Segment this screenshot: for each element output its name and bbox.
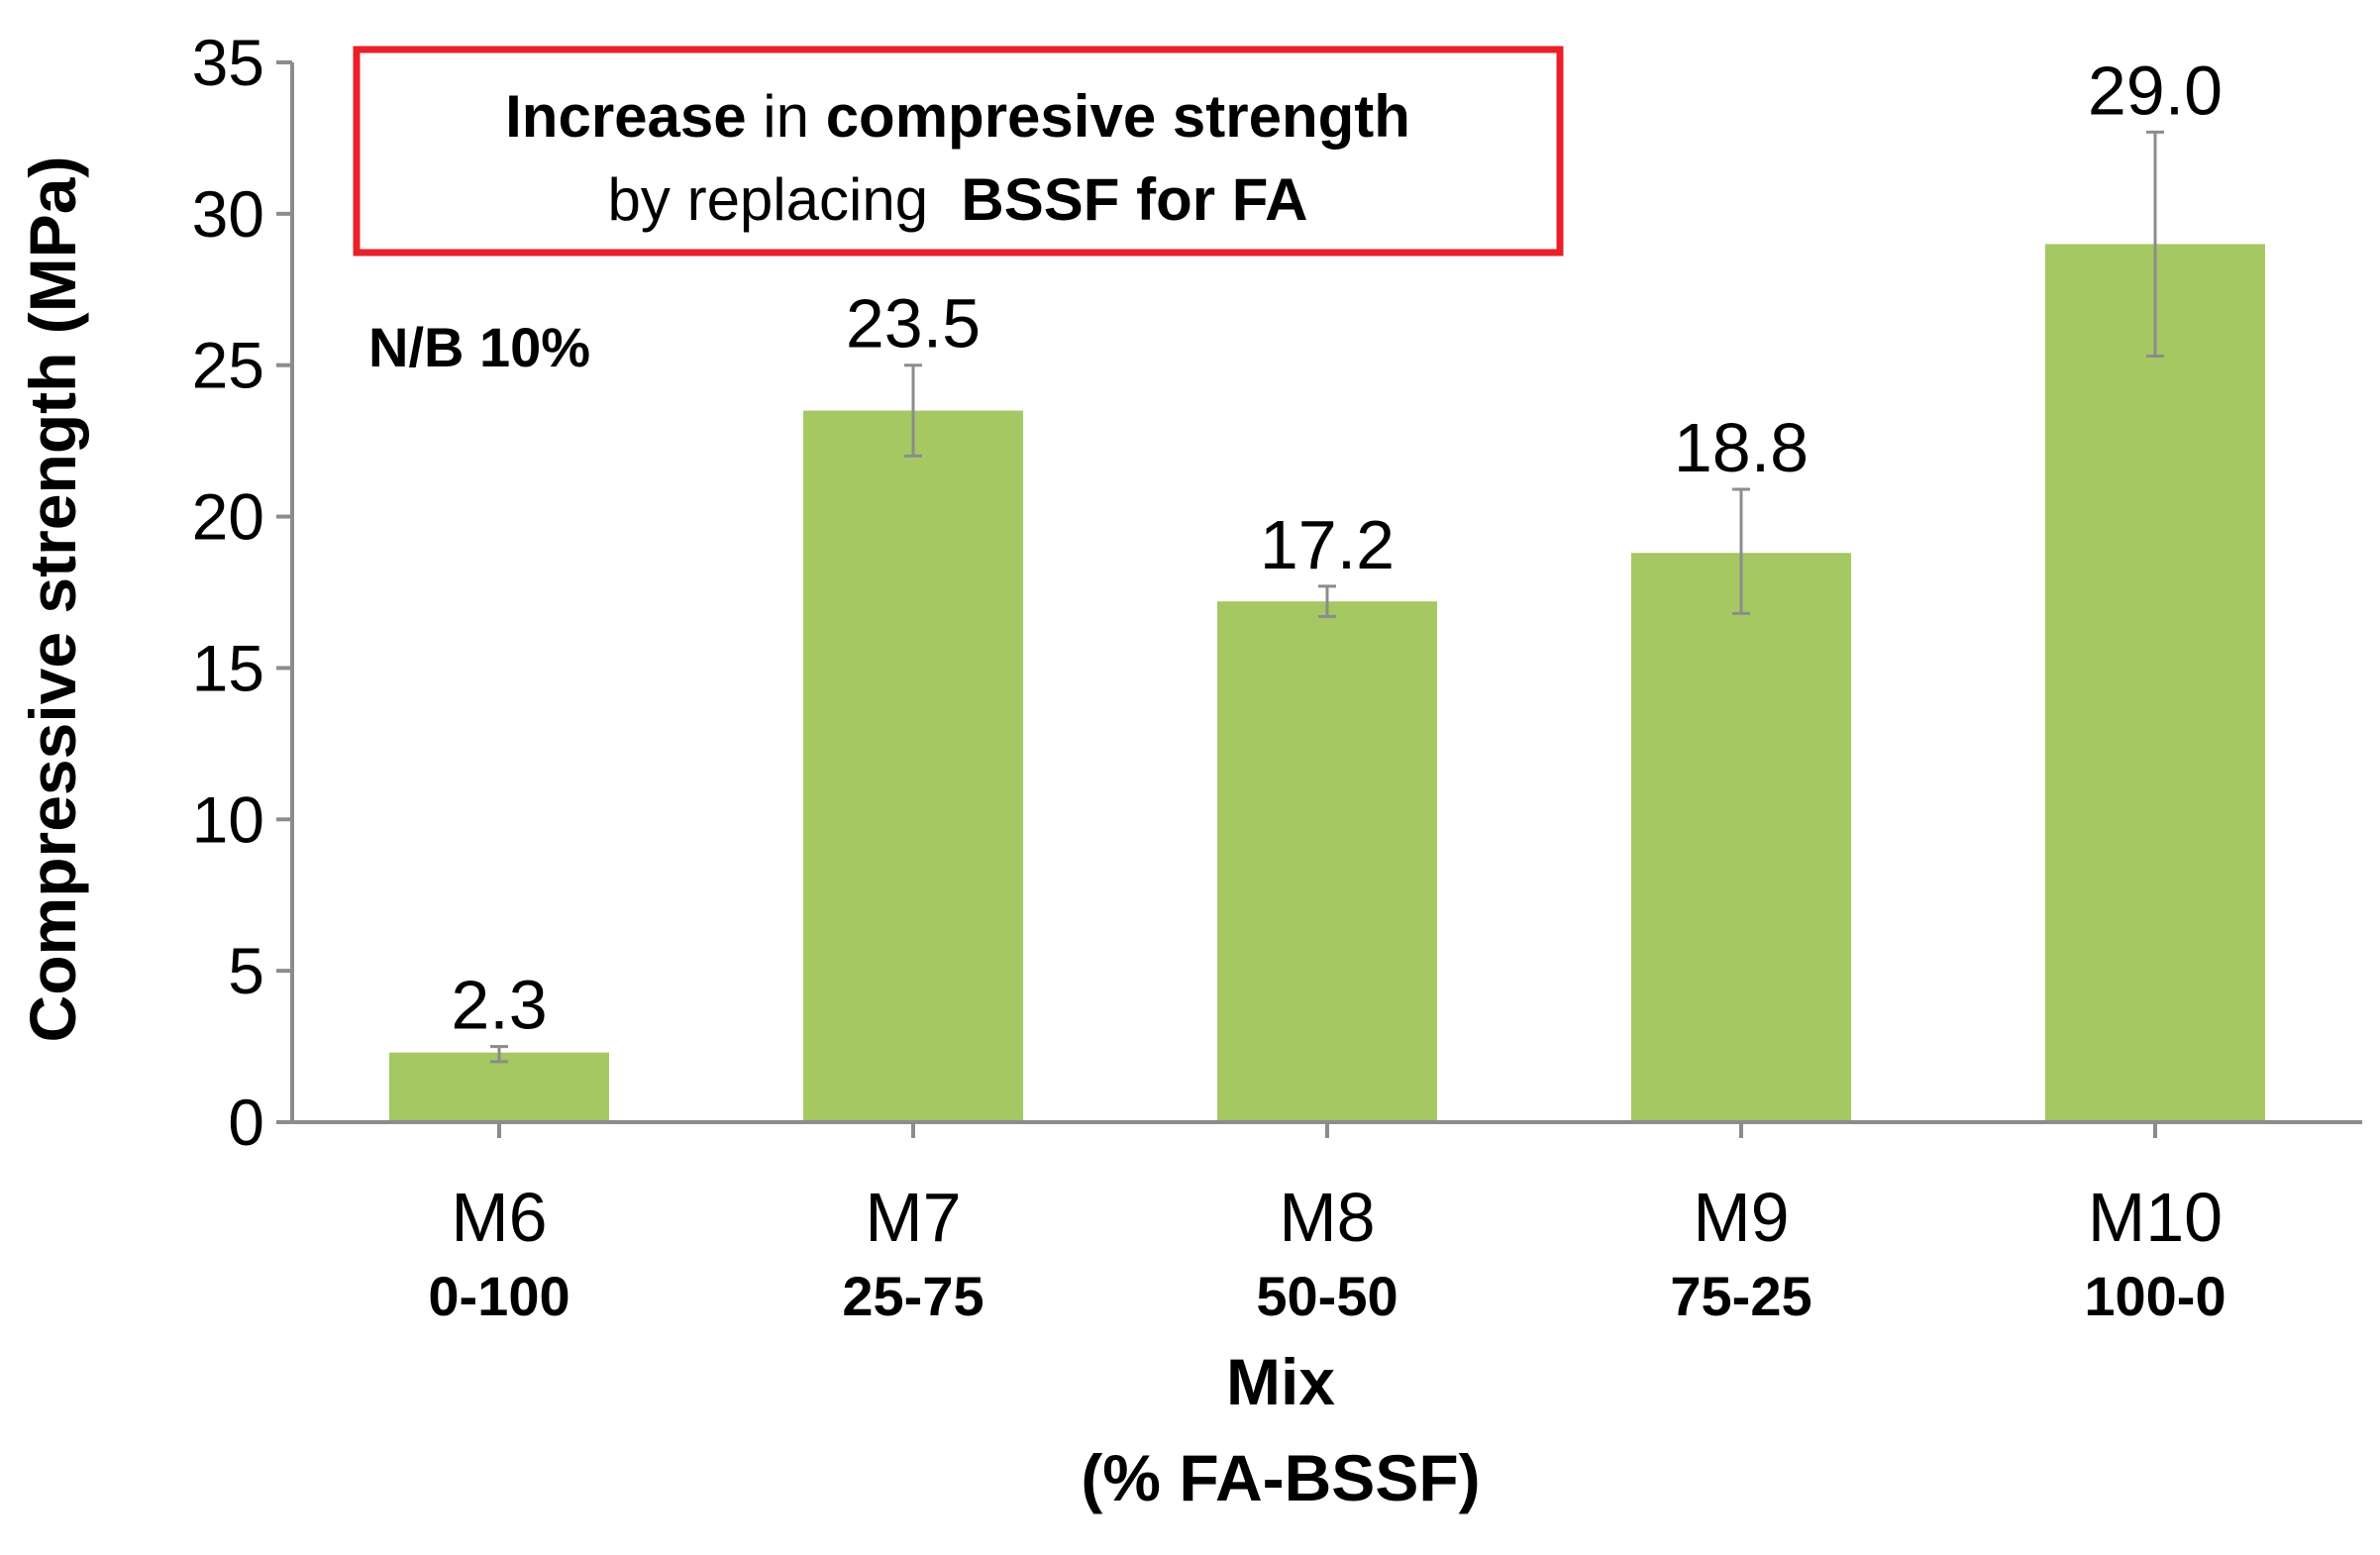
bar-value-label: 2.3 [451, 967, 547, 1044]
y-axis: 0 5 10 15 20 25 30 35 [192, 26, 294, 1159]
y-tick-label: 25 [192, 329, 264, 402]
annotation-segment: Increase [505, 83, 747, 150]
error-bars [490, 130, 2164, 1064]
y-tick-label: 35 [192, 26, 264, 99]
x-tick-sublabel: 0-100 [428, 1265, 569, 1327]
nb-note: N/B 10% [368, 316, 590, 378]
x-tick-label: M8 [1279, 1179, 1375, 1256]
annotation-segment: by replacing [608, 166, 962, 233]
x-axis-title-line2: (% FA-BSSF) [1081, 1441, 1480, 1514]
bar-value-label: 23.5 [846, 285, 981, 363]
bar-value-label: 17.2 [1260, 506, 1395, 583]
x-tick-sublabel: 100-0 [2084, 1265, 2225, 1327]
y-tick-label: 20 [192, 480, 264, 554]
x-tick-sublabel: 75-25 [1670, 1265, 1811, 1327]
bar-m6 [389, 1052, 609, 1122]
x-tick-sublabel: 25-75 [842, 1265, 983, 1327]
bar-m10 [2045, 244, 2265, 1122]
x-tick-sublabel: 50-50 [1256, 1265, 1397, 1327]
y-tick-label: 0 [228, 1086, 264, 1159]
annotation-segment: in [747, 83, 826, 150]
x-tick-label: M7 [865, 1179, 961, 1256]
annotation-line1: Increase in compresive strength [505, 83, 1410, 150]
x-axis-title-line1: Mix [1226, 1345, 1335, 1418]
x-tick-label: M6 [451, 1179, 547, 1256]
bar-value-label: 18.8 [1674, 409, 1809, 486]
annotation-box [353, 46, 1564, 257]
bar-value-labels: 2.3 23.5 17.2 18.8 29.0 [451, 52, 2223, 1043]
y-axis-title: Compressive strength (MPa) [16, 156, 89, 1043]
y-tick-label: 5 [228, 934, 264, 1007]
x-tick-label: M10 [2088, 1179, 2223, 1256]
bar-m7 [803, 410, 1023, 1123]
annotation-segment: BSSF for FA [961, 166, 1307, 233]
bars [389, 244, 2265, 1123]
x-axis: M6 0-100 M7 25-75 M8 50-50 M9 75-25 M10 100-0 [292, 1120, 2362, 1327]
bar-value-label: 29.0 [2088, 52, 2223, 129]
bar-m8 [1217, 601, 1437, 1122]
annotation-line2: by replacing BSSF for FA [608, 166, 1308, 233]
y-tick-label: 10 [192, 782, 264, 856]
annotation-segment: compresive strength [826, 83, 1410, 150]
y-tick-label: 30 [192, 177, 264, 251]
bar-m9 [1631, 553, 1851, 1122]
x-tick-label: M9 [1693, 1179, 1789, 1256]
y-tick-label: 15 [192, 631, 264, 704]
